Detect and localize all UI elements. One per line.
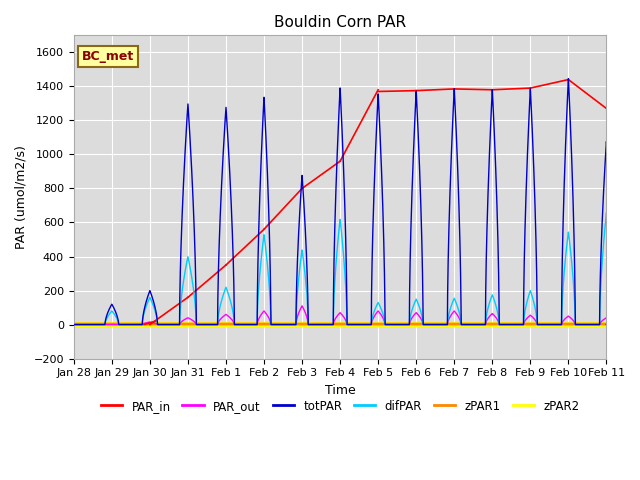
Y-axis label: PAR (umol/m2/s): PAR (umol/m2/s) [15, 145, 28, 249]
Title: Bouldin Corn PAR: Bouldin Corn PAR [274, 15, 406, 30]
Legend: PAR_in, PAR_out, totPAR, difPAR, zPAR1, zPAR2: PAR_in, PAR_out, totPAR, difPAR, zPAR1, … [96, 395, 584, 417]
Text: BC_met: BC_met [82, 50, 134, 63]
X-axis label: Time: Time [324, 384, 355, 397]
